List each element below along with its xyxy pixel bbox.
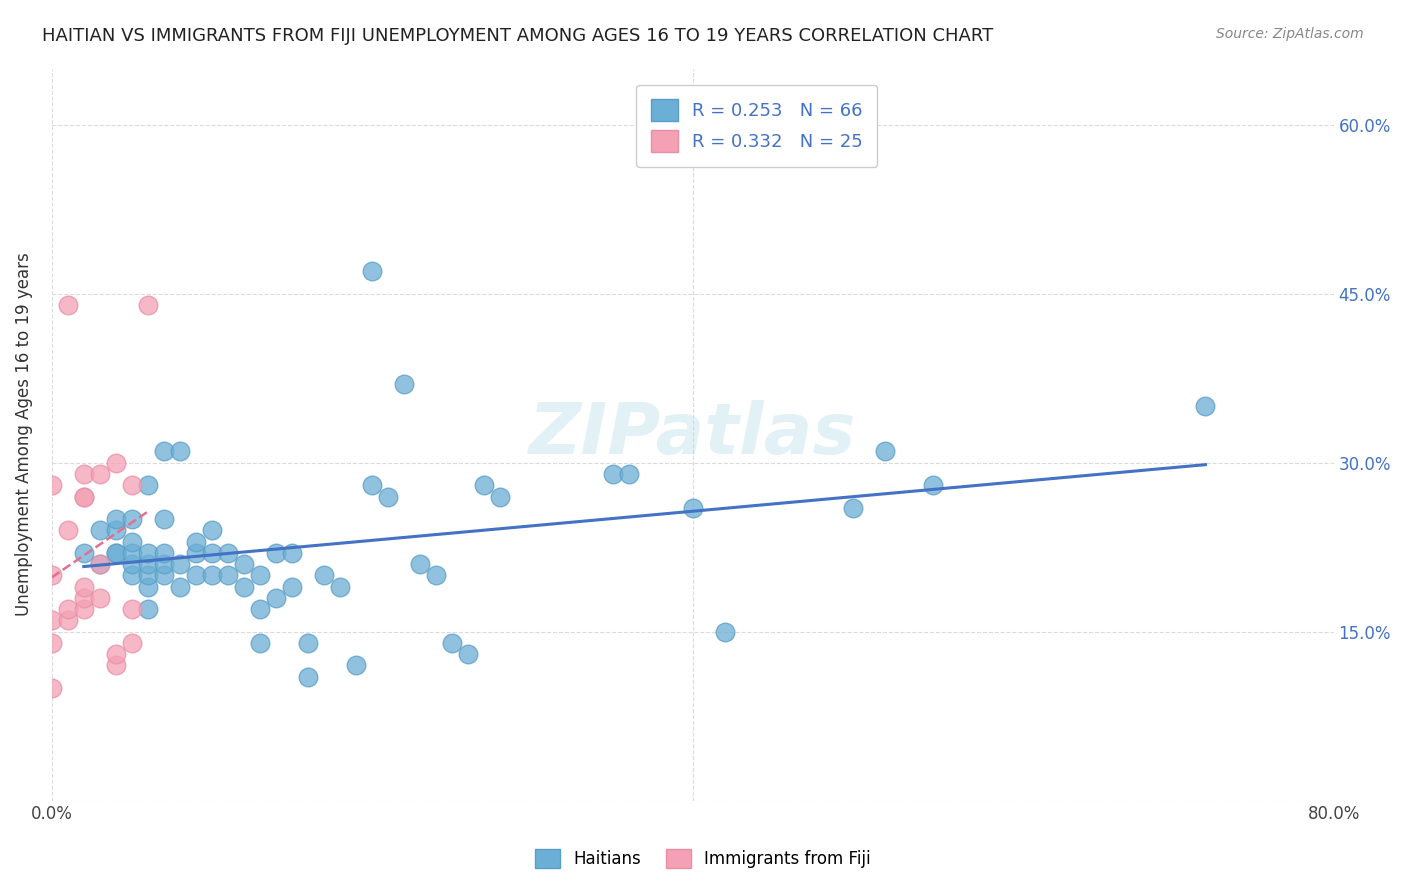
Point [121, 512, 143, 526]
Text: Source: ZipAtlas.com: Source: ZipAtlas.com [1216, 27, 1364, 41]
Text: HAITIAN VS IMMIGRANTS FROM FIJI UNEMPLOYMENT AMONG AGES 16 TO 19 YEARS CORRELATI: HAITIAN VS IMMIGRANTS FROM FIJI UNEMPLOY… [42, 27, 994, 45]
Point [394, 376, 416, 391]
Point [441, 636, 464, 650]
Point [281, 580, 304, 594]
Point [104, 658, 127, 673]
Point [73, 591, 96, 605]
Point [297, 670, 319, 684]
Point [489, 490, 512, 504]
Point [922, 478, 945, 492]
Point [89, 557, 111, 571]
Point [329, 580, 352, 594]
Point [41, 614, 63, 628]
Point [121, 602, 143, 616]
Point [297, 636, 319, 650]
Point [184, 546, 207, 560]
Point [153, 568, 176, 582]
Point [136, 298, 159, 312]
Point [264, 546, 287, 560]
Point [41, 681, 63, 695]
Point [41, 478, 63, 492]
Point [41, 568, 63, 582]
Point [217, 568, 239, 582]
Point [73, 602, 96, 616]
Point [73, 546, 96, 560]
Point [56, 298, 79, 312]
Point [184, 568, 207, 582]
Point [136, 557, 159, 571]
Point [121, 557, 143, 571]
Legend: Haitians, Immigrants from Fiji: Haitians, Immigrants from Fiji [529, 842, 877, 875]
Point [104, 546, 127, 560]
Point [713, 624, 735, 639]
Point [136, 546, 159, 560]
Point [377, 490, 399, 504]
Point [104, 647, 127, 661]
Point [201, 568, 224, 582]
Point [89, 524, 111, 538]
Point [249, 602, 271, 616]
Point [153, 546, 176, 560]
Text: ZIPatlas: ZIPatlas [529, 401, 856, 469]
Point [104, 546, 127, 560]
Point [104, 524, 127, 538]
Point [153, 444, 176, 458]
Y-axis label: Unemployment Among Ages 16 to 19 years: Unemployment Among Ages 16 to 19 years [15, 252, 32, 616]
Legend: R = 0.253   N = 66, R = 0.332   N = 25: R = 0.253 N = 66, R = 0.332 N = 25 [636, 85, 877, 167]
Point [873, 444, 896, 458]
Point [264, 591, 287, 605]
Point [361, 478, 384, 492]
Point [121, 546, 143, 560]
Point [121, 534, 143, 549]
Point [73, 490, 96, 504]
Point [104, 512, 127, 526]
Point [136, 568, 159, 582]
Point [361, 264, 384, 278]
Point [233, 557, 256, 571]
Point [233, 580, 256, 594]
Point [153, 512, 176, 526]
Point [136, 478, 159, 492]
Point [201, 546, 224, 560]
Point [169, 444, 191, 458]
Point [56, 614, 79, 628]
Point [249, 568, 271, 582]
Point [281, 546, 304, 560]
Point [184, 534, 207, 549]
Point [682, 500, 704, 515]
Point [89, 591, 111, 605]
Point [89, 467, 111, 481]
Point [217, 546, 239, 560]
Point [56, 602, 79, 616]
Point [121, 478, 143, 492]
Point [136, 602, 159, 616]
Point [56, 524, 79, 538]
Point [73, 467, 96, 481]
Point [121, 568, 143, 582]
Point [1194, 400, 1216, 414]
Point [121, 636, 143, 650]
Point [153, 557, 176, 571]
Point [169, 580, 191, 594]
Point [249, 636, 271, 650]
Point [457, 647, 479, 661]
Point [344, 658, 367, 673]
Point [104, 456, 127, 470]
Point [425, 568, 447, 582]
Point [136, 580, 159, 594]
Point [474, 478, 496, 492]
Point [409, 557, 432, 571]
Point [169, 557, 191, 571]
Point [617, 467, 640, 481]
Point [73, 580, 96, 594]
Point [41, 636, 63, 650]
Point [602, 467, 624, 481]
Point [201, 524, 224, 538]
Point [842, 500, 865, 515]
Point [89, 557, 111, 571]
Point [314, 568, 336, 582]
Point [73, 490, 96, 504]
